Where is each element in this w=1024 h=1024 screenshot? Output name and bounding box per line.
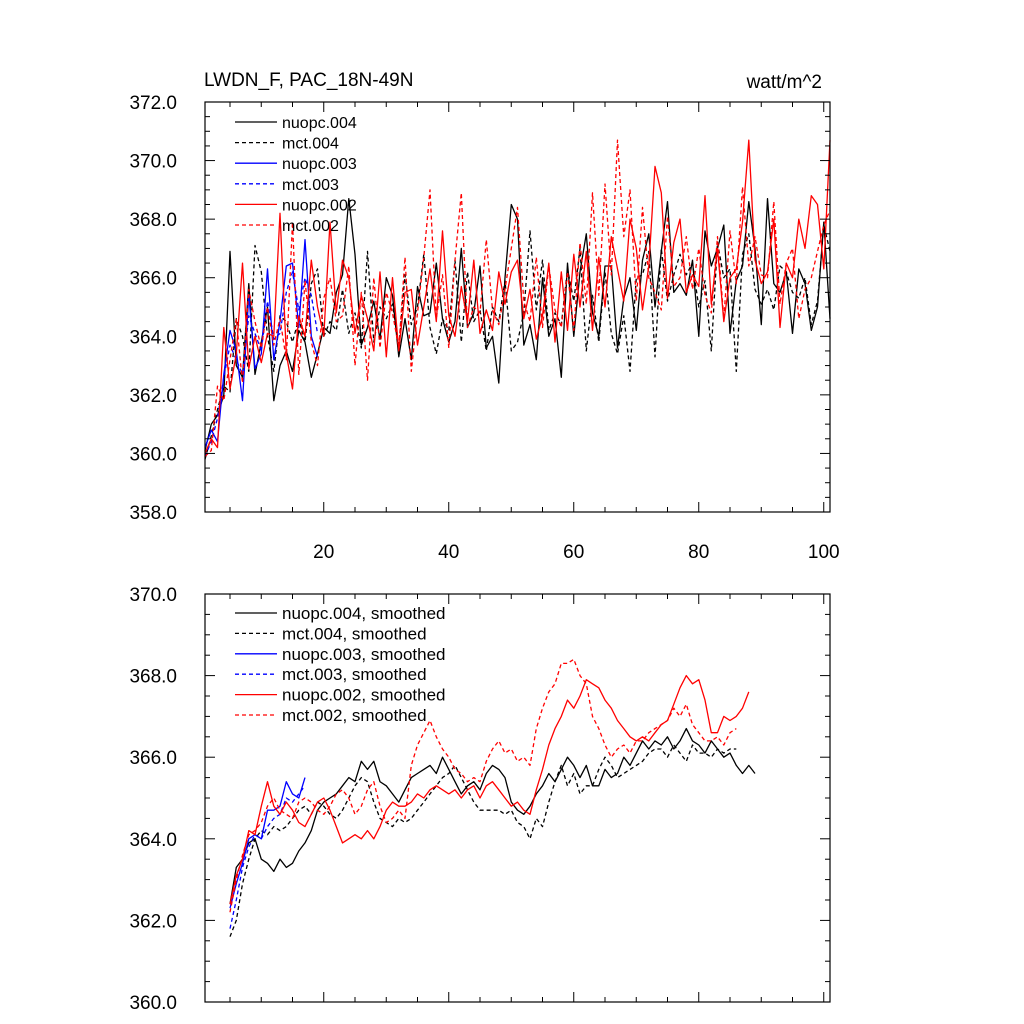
x-tick-label: 40 — [438, 542, 459, 563]
legend-label: nuopc.002, smoothed — [282, 686, 446, 705]
y-tick-label: 368.0 — [129, 210, 177, 231]
x-tick-label: 80 — [688, 542, 709, 563]
y-tick-label: 370.0 — [129, 152, 177, 173]
legend-label: nuopc.004 — [282, 115, 357, 132]
y-tick-label: 368.0 — [129, 667, 177, 688]
x-tick-label: 100 — [808, 542, 840, 563]
legend-label: mct.002, smoothed — [282, 706, 427, 725]
legend-label: mct.003 — [282, 177, 339, 194]
y-tick-label: 360.0 — [129, 993, 177, 1014]
series-line-2 — [229, 777, 306, 909]
y-tick-label: 366.0 — [129, 748, 177, 769]
chart-title: LWDN_F, PAC_18N-49N — [204, 70, 413, 91]
y-tick-label: 366.0 — [129, 269, 177, 290]
y-tick-label: 362.0 — [129, 386, 177, 407]
y-tick-label: 362.0 — [129, 911, 177, 932]
bottom-panel: 360.0 362.0 364.0 366.0 368.0 370.0 nuopc.004,… — [129, 585, 831, 1014]
legend-label: nuopc.002 — [282, 197, 357, 214]
series-line-0 — [204, 197, 831, 451]
legend-label: nuopc.003, smoothed — [282, 645, 446, 664]
legend-label: mct.004, smoothed — [282, 624, 427, 643]
series-line-3 — [204, 271, 319, 457]
top-panel: 358.0 360.0 362.0 364.0 366.0 368.0 370.0 372.0… — [129, 93, 839, 563]
y-tick-label: 372.0 — [129, 93, 177, 114]
x-tick-label: 60 — [563, 542, 584, 563]
y-tick-label: 358.0 — [129, 503, 177, 524]
y-tick-label: 364.0 — [129, 830, 177, 851]
legend-label: nuopc.004, smoothed — [282, 604, 446, 623]
series-line-4 — [204, 139, 831, 454]
series-line-5 — [229, 658, 737, 913]
y-tick-label: 370.0 — [129, 585, 177, 606]
series-line-3 — [229, 785, 306, 929]
legend-label: mct.003, smoothed — [282, 665, 427, 684]
legend-label: nuopc.003 — [282, 156, 357, 173]
y-tick-label: 360.0 — [129, 444, 177, 465]
legend-label: mct.004 — [282, 136, 339, 153]
legend: nuopc.004 mct.004 nuopc.003 mct.003 nuopc.00… — [235, 115, 357, 235]
x-tick-label: 20 — [313, 542, 334, 563]
units-label: watt/m^2 — [746, 72, 822, 93]
y-tick-label: 364.0 — [129, 327, 177, 348]
series-line-5 — [204, 139, 831, 457]
legend-label: mct.002 — [282, 218, 339, 235]
